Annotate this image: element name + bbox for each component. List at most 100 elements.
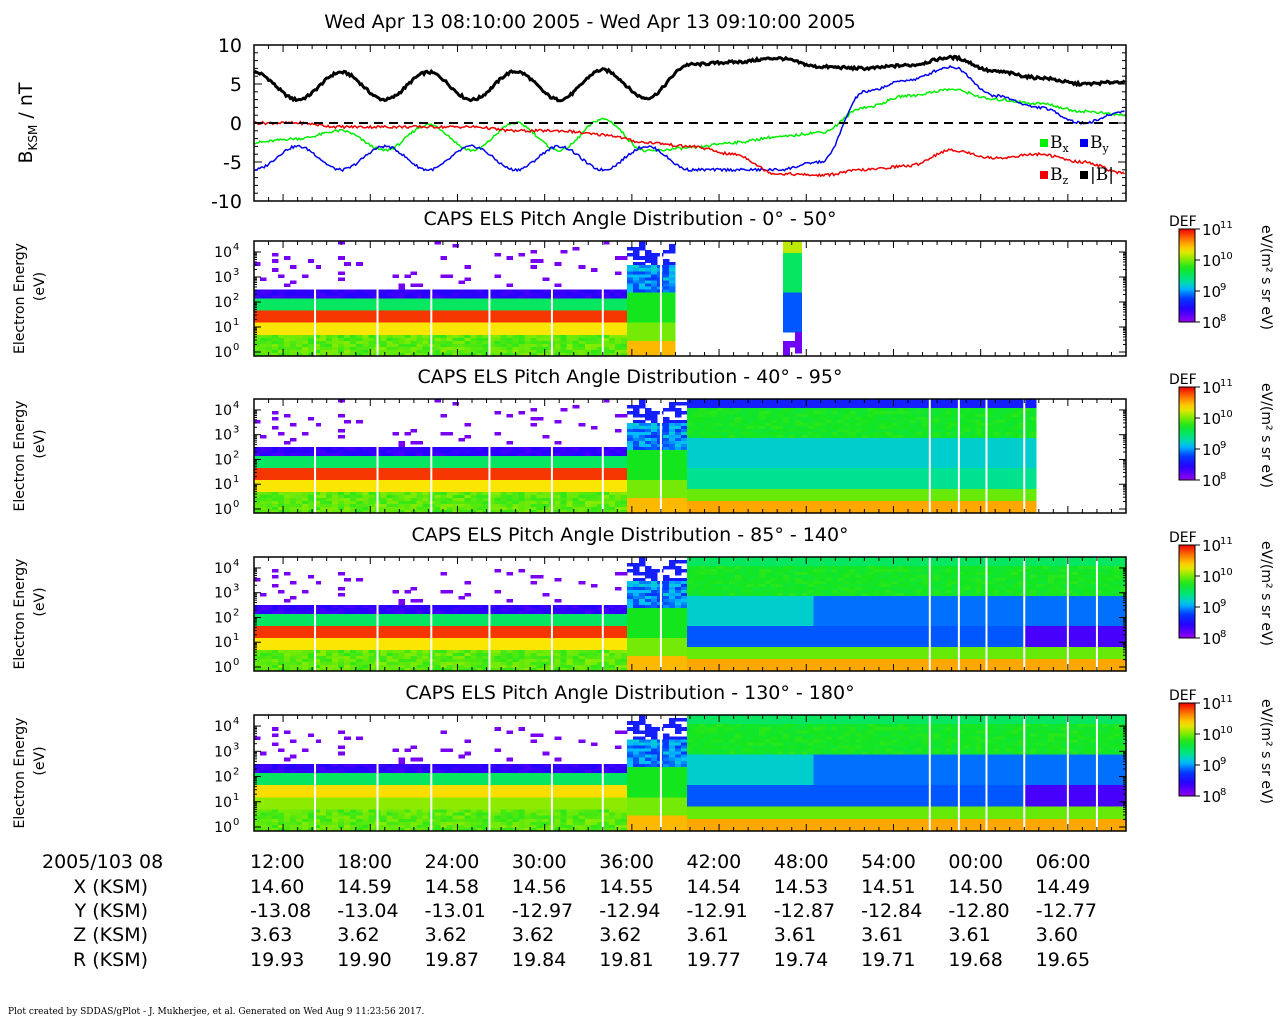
spectrogram-cell [320, 292, 327, 297]
spectrogram-cell [662, 331, 670, 336]
spectrogram-cell [680, 498, 688, 502]
spectrogram-cell [596, 319, 604, 324]
spectrogram-cell [500, 301, 508, 306]
spectrogram-cell [506, 459, 514, 463]
spectrogram-cell [590, 304, 598, 309]
spectrogram-cell [686, 408, 694, 412]
spectrogram-cell [753, 399, 760, 403]
spectrogram-cell [560, 343, 568, 348]
spectrogram-cell [464, 480, 472, 484]
spectrogram-cell [795, 438, 802, 442]
spectrogram-cell [777, 495, 784, 499]
spectrogram-cell [518, 352, 526, 357]
spectrogram-cell [614, 456, 622, 460]
spectrogram-cell [807, 504, 814, 508]
spectrogram-cell [662, 301, 670, 306]
spectrogram-cell [530, 331, 538, 336]
spectrogram-cell [266, 510, 273, 514]
spectrogram-cell [296, 477, 303, 481]
spectrogram-cell [314, 349, 321, 354]
spectrogram-cell [458, 456, 466, 460]
spectrogram-cell [308, 316, 315, 321]
spectrogram-cell [404, 477, 411, 481]
spectrogram-cell [747, 435, 754, 439]
spectrogram-cell [266, 453, 273, 457]
spectrogram-cell [350, 352, 357, 357]
spectrogram-cell [350, 477, 357, 481]
spectrogram-cell [452, 337, 460, 342]
spectrogram-cell [398, 283, 405, 287]
spectrogram-cell [596, 307, 604, 312]
spectrogram-cell [686, 435, 694, 439]
spectrogram-cell [668, 486, 676, 490]
spectrogram-cell [777, 450, 784, 454]
spectrogram-cell [795, 405, 802, 409]
spectrogram-cell [410, 334, 417, 339]
spectrogram-cell [638, 414, 646, 418]
spectrogram-cell [260, 319, 267, 324]
spectrogram-cell [392, 343, 399, 348]
spectrogram-cell [494, 307, 502, 312]
spectrogram-cell [632, 405, 640, 409]
spectrogram-cell [308, 462, 315, 466]
spectrogram-cell [626, 328, 634, 333]
spectrogram-cell [632, 444, 640, 448]
spectrogram-cell [668, 471, 676, 475]
spectrogram-cell [644, 444, 652, 448]
spectrogram-cell [416, 477, 423, 481]
spectrogram-cell [410, 271, 417, 275]
spectrogram-cell [542, 328, 550, 333]
spectrogram-cell [386, 507, 393, 511]
spectrogram-cell [596, 447, 604, 451]
spectrogram-cell [512, 504, 520, 508]
spectrogram-cell [524, 316, 532, 321]
spectrogram-cell [320, 465, 327, 469]
spectrogram-cell [747, 504, 754, 508]
spectrogram-cell [680, 444, 688, 448]
spectrogram-cell [777, 423, 784, 427]
spectrogram-cell [476, 447, 484, 451]
spectrogram-cell [260, 343, 267, 348]
spectrogram-cell [771, 405, 778, 409]
spectrogram-cell [783, 504, 790, 508]
spectrogram-cell [765, 426, 772, 430]
spectrogram-cell [735, 426, 742, 430]
spectrogram-cell [296, 310, 303, 315]
spectrogram-cell [807, 411, 814, 415]
spectrogram-cell [464, 471, 472, 475]
spectrogram-cell [741, 477, 748, 481]
spectrogram-cell [650, 340, 658, 345]
spectrogram-cell [386, 447, 393, 451]
spectrogram-cell [614, 474, 622, 478]
spectrogram-cell [789, 289, 796, 294]
spectrogram-cell [699, 444, 706, 448]
spectrogram-cell [338, 474, 345, 478]
spectrogram-cell [807, 474, 814, 478]
spectrogram-cell [344, 316, 351, 321]
spectrogram-cell [783, 316, 790, 321]
spectrogram-cell [362, 301, 369, 306]
spectrogram-cell [464, 477, 472, 481]
spectrogram-cell [476, 307, 484, 312]
spectrogram-cell [422, 340, 429, 345]
spectrogram-cell [795, 334, 802, 339]
spectrogram-cell [662, 304, 670, 309]
spectrogram-cell [392, 334, 399, 339]
spectrogram-cell [422, 313, 429, 318]
spectrogram-cell [440, 510, 448, 514]
spectrogram-cell [446, 352, 454, 357]
spectrogram-cell [320, 337, 327, 342]
spectrogram-cell [584, 471, 592, 475]
spectrogram-cell [470, 453, 478, 457]
spectrogram-cell [632, 352, 640, 357]
spectrogram-cell [500, 298, 508, 303]
spectrogram-cell [392, 498, 399, 502]
spectrogram-cell [536, 507, 544, 511]
spectrogram-cell [554, 510, 562, 514]
spectrogram-cell [272, 253, 279, 257]
spectrogram-cell [801, 471, 808, 475]
spectrogram-cell [284, 322, 291, 327]
spectrogram-cell [290, 462, 297, 466]
spectrogram-cell [452, 480, 460, 484]
spectrogram-cell [494, 292, 502, 297]
